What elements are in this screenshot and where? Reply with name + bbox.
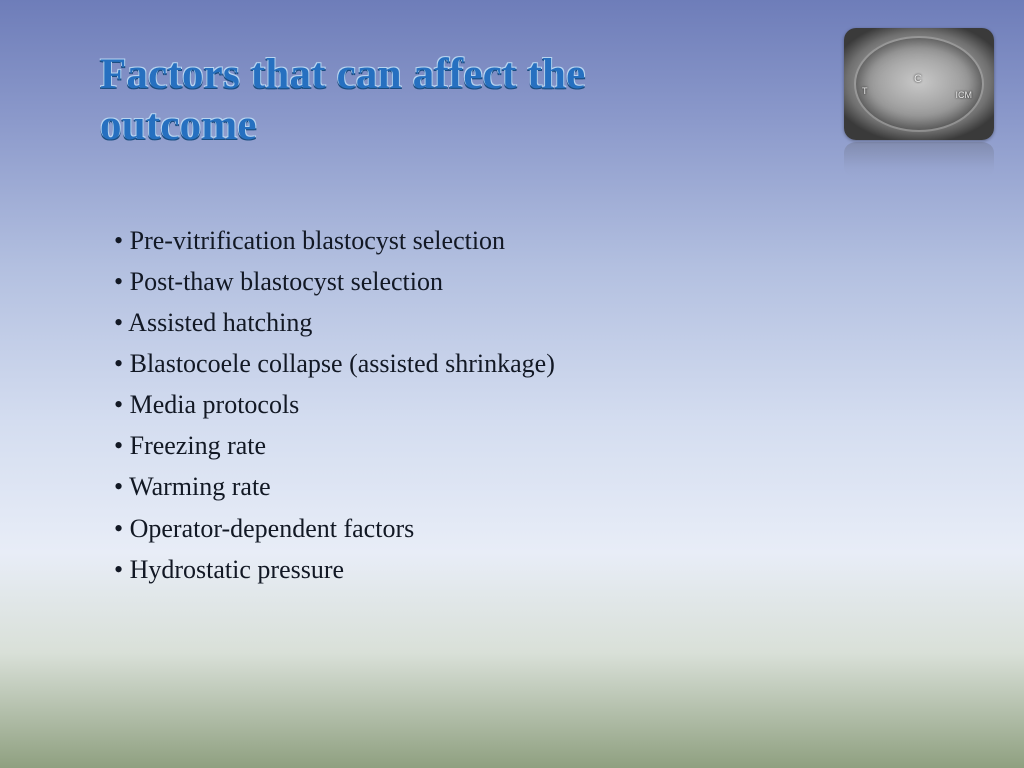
image-label-t: T — [862, 86, 868, 96]
image-label-c: C — [914, 73, 922, 85]
list-item: Operator-dependent factors — [114, 508, 555, 549]
list-item: Pre-vitrification blastocyst selection — [114, 220, 555, 261]
blastocyst-image: C ICM T — [844, 28, 994, 140]
list-item: Hydrostatic pressure — [114, 549, 555, 590]
list-item: Post-thaw blastocyst selection — [114, 261, 555, 302]
slide-title: Factors that can affect the outcome — [100, 50, 740, 151]
image-label-icm: ICM — [956, 90, 973, 100]
list-item: Assisted hatching — [114, 302, 555, 343]
list-item: Freezing rate — [114, 425, 555, 466]
list-item: Media protocols — [114, 384, 555, 425]
image-reflection — [844, 142, 994, 178]
list-item: Warming rate — [114, 466, 555, 507]
bullet-list: Pre-vitrification blastocyst selection P… — [114, 220, 555, 590]
list-item: Blastocoele collapse (assisted shrinkage… — [114, 343, 555, 384]
corner-image-wrap: C ICM T — [844, 28, 994, 140]
